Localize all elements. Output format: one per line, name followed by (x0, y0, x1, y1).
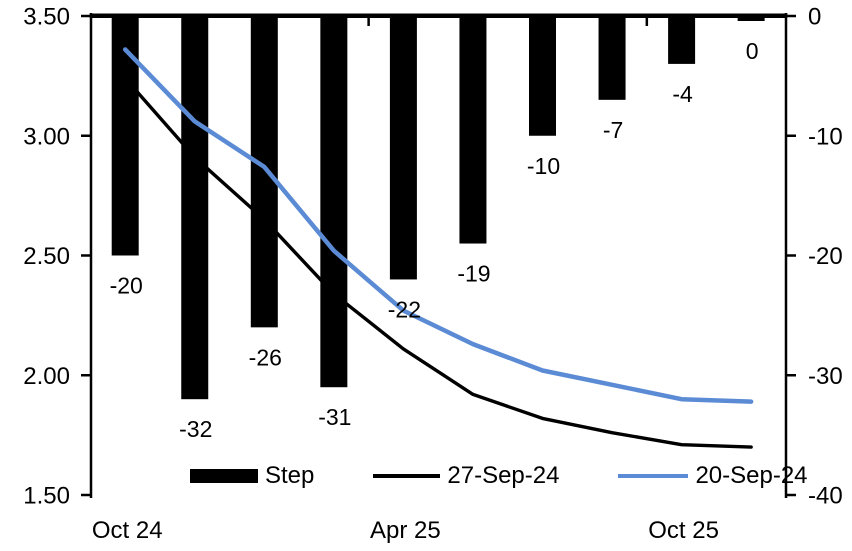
left-axis-tick-label: 2.00 (23, 363, 70, 390)
bar-value-label: -22 (388, 296, 421, 322)
bar-step-3 (320, 16, 348, 388)
line-swatch-20-sep-icon (618, 473, 689, 479)
line-27-sep-24 (123, 76, 753, 449)
left-axis-tick-label: 3.00 (23, 123, 70, 150)
bar-value-label: 0 (746, 38, 759, 64)
legend-item-20-sep-24: 20-Sep-24 (618, 462, 808, 489)
x-axis-label: Apr 25 (370, 517, 441, 544)
bar-step-8 (668, 16, 696, 64)
left-axis-tick (81, 374, 91, 377)
right-axis-tick (786, 134, 796, 137)
left-axis-tick-label: 2.50 (23, 243, 70, 270)
bar-value-label: -26 (249, 344, 282, 370)
bar-step-7 (598, 16, 626, 100)
x-axis-label: Oct 25 (648, 517, 719, 544)
bar-value-label: -19 (457, 261, 490, 287)
legend-label-20-sep-24: 20-Sep-24 (695, 462, 808, 489)
left-axis-tick (81, 14, 91, 18)
bar-value-label: -4 (672, 81, 693, 107)
right-axis-tick-label: -10 (808, 123, 843, 150)
bar-step-6 (529, 16, 556, 136)
left-axis-tick-label: 1.50 (23, 483, 70, 510)
bar-value-label: -31 (318, 404, 351, 430)
left-axis-tick (81, 134, 91, 137)
bar-step-1 (181, 16, 209, 400)
bar-value-label: -20 (110, 273, 143, 299)
zero-line (89, 13, 788, 18)
right-axis-tick-label: 0 (808, 4, 821, 31)
right-axis-tick-label: -40 (808, 483, 843, 510)
right-axis-tick-label: -20 (808, 243, 843, 270)
right-axis-tick (786, 254, 796, 257)
bar-value-label: -7 (603, 117, 623, 143)
step-bar-swatch-icon (190, 469, 258, 483)
bar-value-label: -10 (527, 153, 560, 179)
line-swatch-27-sep-icon (373, 474, 441, 478)
bar-step-2 (250, 16, 278, 328)
left-axis-tick (81, 254, 91, 257)
left-axis-tick-label: 3.50 (23, 4, 70, 31)
right-axis-tick (786, 14, 796, 18)
category-boundary-tick (367, 14, 370, 26)
left-axis-tick (81, 493, 91, 497)
line-20-sep-24 (122, 47, 754, 404)
bar-value-label: -32 (179, 416, 212, 442)
bar-step-4 (389, 16, 417, 280)
category-boundary-tick (645, 14, 649, 26)
legend: Step 27-Sep-24 20-Sep-24 (190, 463, 808, 489)
legend-label-27-sep-24: 27-Sep-24 (447, 462, 560, 489)
right-axis-tick (786, 493, 796, 497)
right-axis-tick (786, 374, 796, 377)
legend-item-step: Step (190, 463, 314, 489)
x-axis-label: Oct 24 (92, 517, 163, 544)
bar-step-5 (459, 16, 487, 244)
legend-item-27-sep-24: 27-Sep-24 (373, 463, 559, 489)
legend-label-step: Step (265, 462, 315, 489)
right-axis-tick-label: -30 (808, 363, 843, 390)
bar-step-9 (737, 16, 765, 21)
